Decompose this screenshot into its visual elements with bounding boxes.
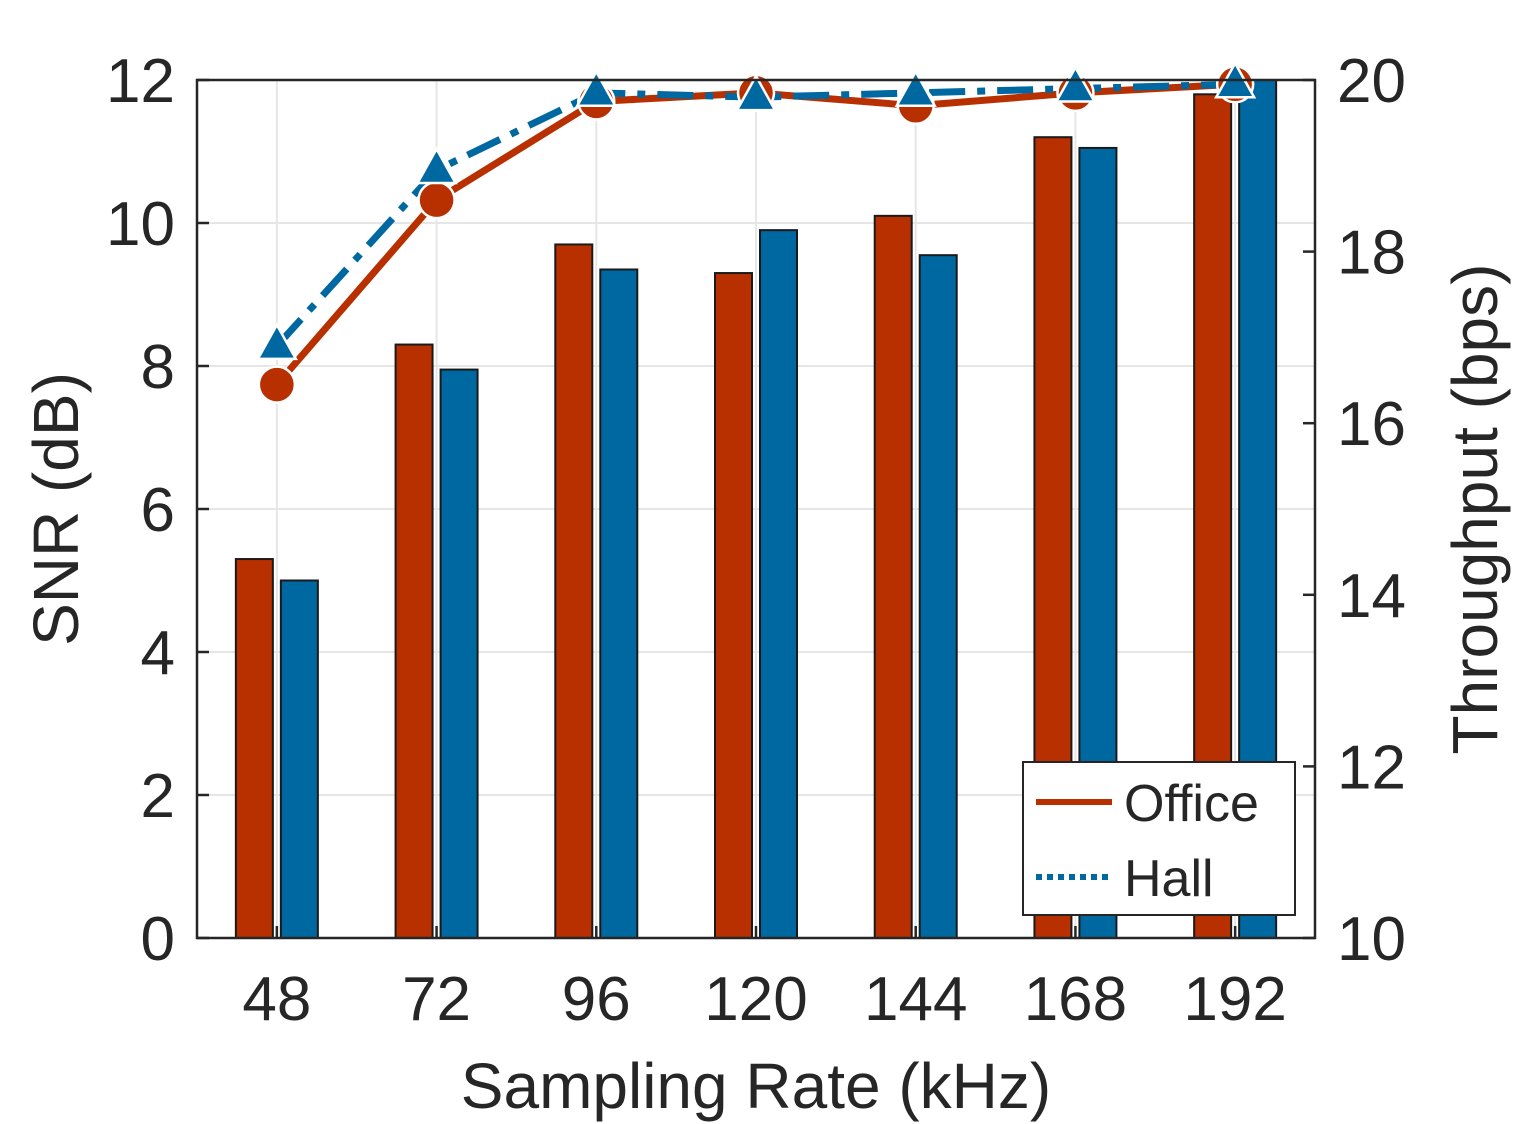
marker-hall-168 — [1054, 64, 1097, 103]
x-tick-label: 120 — [704, 965, 807, 1034]
right-tick-label: 20 — [1337, 47, 1406, 116]
x-tick-label: 144 — [864, 965, 967, 1034]
x-tick-label: 192 — [1183, 965, 1286, 1034]
bar-office-72 — [394, 343, 434, 939]
x-tick-label: 72 — [402, 965, 471, 1034]
left-tick-label: 4 — [141, 619, 175, 688]
left-tick-label: 0 — [141, 905, 175, 974]
bar-hall-48 — [279, 579, 319, 939]
left-tick-label: 2 — [141, 762, 175, 831]
grid — [197, 79, 1315, 939]
bar-office-120 — [714, 272, 753, 939]
legend-office-label: Office — [1124, 775, 1259, 833]
right-axis-title: Throughput (bps) — [1439, 264, 1511, 755]
legend-hall-label: Hall — [1124, 850, 1214, 908]
x-tick-label: 48 — [242, 965, 311, 1034]
left-axis: 0 2 4 6 8 10 12 — [106, 47, 209, 974]
legend-box — [1022, 761, 1296, 916]
bar-office-96 — [554, 243, 594, 939]
marker-office-72 — [417, 180, 456, 220]
marker-hall-72 — [415, 146, 458, 185]
left-tick-label: 8 — [141, 333, 175, 402]
left-tick-label: 12 — [106, 47, 175, 116]
bar-office-48 — [234, 558, 274, 939]
left-tick-label: 6 — [141, 476, 175, 545]
right-axis: 10 12 14 16 18 20 — [1303, 47, 1406, 974]
marker-hall-120 — [734, 73, 778, 112]
left-axis-title: SNR (dB) — [20, 372, 92, 646]
bar-hall-96 — [599, 268, 639, 940]
x-axis-title: Sampling Rate (kHz) — [461, 1050, 1051, 1122]
bar-hall-72 — [439, 368, 479, 939]
x-axis: 48 72 96 120 144 168 192 — [242, 926, 1287, 1034]
bar-office-144 — [873, 214, 913, 940]
legend: Office Hall — [1022, 761, 1296, 916]
marker-hall-144 — [894, 69, 937, 108]
marker-office-48 — [257, 365, 297, 404]
right-tick-label: 18 — [1337, 219, 1406, 288]
right-tick-label: 12 — [1337, 733, 1406, 802]
right-tick-label: 10 — [1337, 905, 1406, 974]
right-tick-label: 14 — [1337, 562, 1406, 631]
marker-hall-96 — [575, 69, 618, 108]
bar-hall-120 — [759, 229, 798, 939]
left-tick-label: 10 — [106, 190, 175, 259]
lines — [255, 60, 1257, 404]
marker-hall-48 — [255, 322, 298, 361]
x-tick-label: 168 — [1024, 965, 1127, 1034]
x-tick-label: 96 — [562, 965, 631, 1034]
bar-hall-144 — [918, 254, 958, 940]
right-tick-label: 16 — [1337, 390, 1406, 459]
